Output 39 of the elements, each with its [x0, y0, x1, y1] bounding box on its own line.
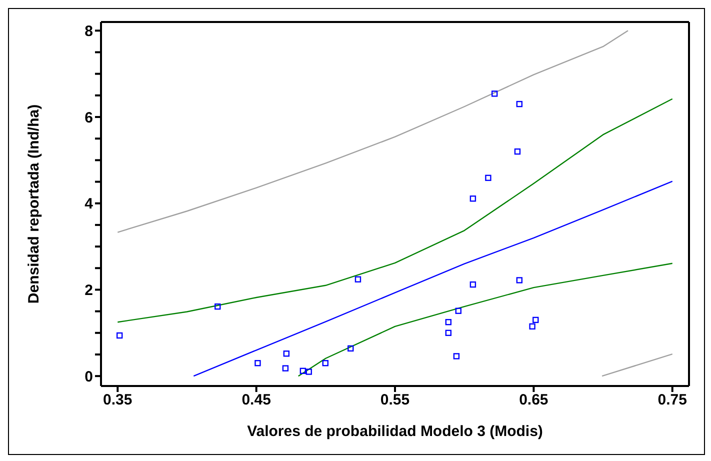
line-series — [193, 180, 673, 377]
x-tick-label: 0.75 — [658, 392, 687, 409]
point — [453, 353, 460, 360]
y-tick-label: 8 — [84, 22, 93, 40]
point — [514, 148, 521, 155]
y-axis-title: Densidad reportada (Ind/ha) — [25, 104, 42, 304]
point — [283, 350, 290, 357]
point — [348, 345, 354, 352]
point — [254, 360, 261, 366]
point — [491, 90, 498, 97]
point — [322, 360, 328, 366]
line-series — [117, 98, 673, 323]
point — [300, 368, 306, 374]
x-axis-title: Valores de probabilidad Modelo 3 (Modis) — [247, 423, 543, 440]
point — [470, 196, 476, 202]
x-tick-label: 0.65 — [519, 392, 548, 409]
y-tick-label: 0 — [84, 368, 93, 386]
x-tick-label: 0.35 — [103, 392, 132, 409]
point — [455, 308, 462, 314]
y-tick-label: 6 — [84, 109, 93, 126]
point — [470, 281, 476, 288]
point — [354, 276, 362, 282]
point — [529, 323, 536, 330]
point — [116, 332, 123, 339]
line-series — [298, 262, 673, 377]
y-tick-label: 2 — [84, 282, 93, 300]
x-tick-label: 0.55 — [380, 392, 410, 409]
point — [485, 174, 492, 181]
y-tick-label: 4 — [84, 196, 94, 213]
x-tick-label: 0.45 — [242, 392, 271, 409]
point — [306, 368, 312, 375]
point — [516, 100, 522, 108]
point — [516, 277, 522, 284]
point — [445, 330, 452, 336]
point — [445, 318, 452, 326]
point — [214, 303, 221, 310]
point — [282, 365, 289, 372]
point — [532, 316, 539, 324]
line-series — [117, 30, 629, 233]
